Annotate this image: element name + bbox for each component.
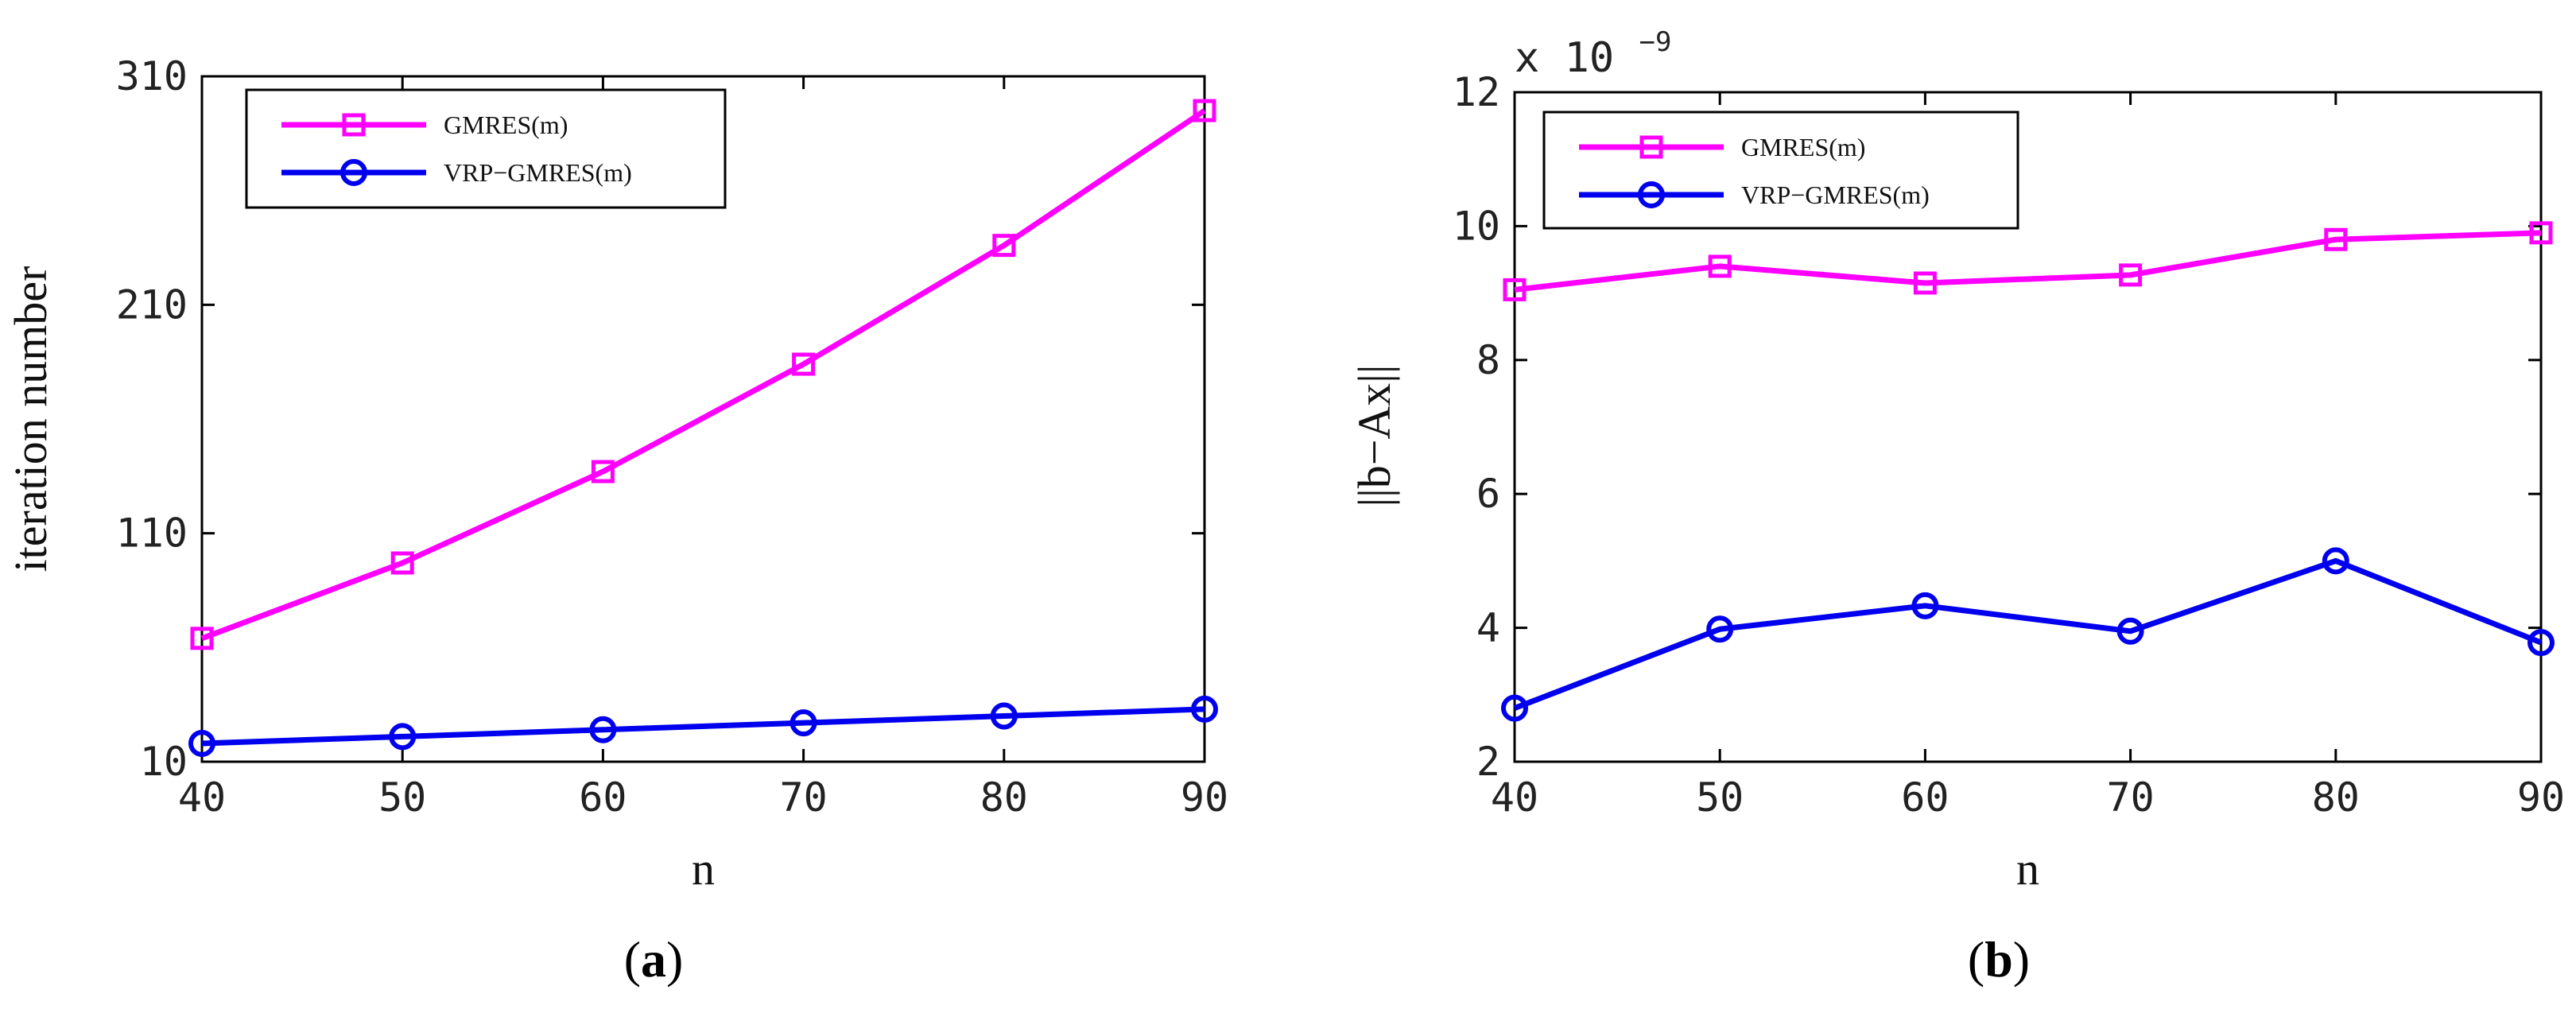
caption-letter: b: [1984, 931, 2013, 988]
y-tick-label: 2: [1476, 739, 1500, 785]
y-scale-exponent-power: −9: [1639, 26, 1672, 58]
series-line-0: [1514, 230, 2542, 293]
x-tick-label: 50: [378, 774, 426, 821]
caption-paren: (: [624, 931, 641, 988]
data-point-square: [1193, 99, 1216, 122]
y-tick-label: 10: [140, 739, 188, 785]
y-axis-label: iteration number: [5, 266, 56, 572]
data-point-square: [2529, 221, 2553, 245]
y-tick-label: 6: [1476, 471, 1500, 517]
data-point-circle: [188, 730, 215, 758]
data-point-circle: [1911, 592, 1939, 619]
x-tick-label: 40: [178, 774, 226, 821]
data-point-square: [1913, 271, 1937, 295]
data-point-circle: [2528, 629, 2555, 657]
x-tick-label: 90: [2517, 774, 2565, 821]
legend: GMRES(m) VRP−GMRES(m): [245, 88, 727, 209]
y-scale-exponent: x 10 −9: [1515, 26, 1672, 82]
plot-frame: [200, 75, 1206, 763]
legend-label-0: GMRES(m): [1741, 133, 1865, 161]
data-point-square: [992, 234, 1016, 258]
data-point-circle: [1501, 694, 1528, 722]
data-point-square: [792, 352, 816, 376]
legend-marker-circle: [1638, 181, 1665, 208]
series-line-1: [1513, 557, 2543, 711]
x-tick-label: 50: [1696, 774, 1744, 821]
legend-box: [1542, 111, 2019, 230]
legend-box: [245, 88, 727, 209]
legend-marker-circle: [340, 159, 367, 186]
legend-label-0: GMRES(m): [444, 111, 568, 139]
data-point-circle: [789, 709, 817, 737]
data-point-square: [2324, 227, 2348, 251]
legend-label-1: VRP−GMRES(m): [444, 158, 632, 187]
panel-caption: (b): [1968, 931, 2030, 988]
y-tick-label: 8: [1476, 337, 1500, 383]
legend-marker-square: [342, 113, 366, 137]
data-point-square: [1503, 277, 1527, 301]
x-tick-label: 60: [1901, 774, 1949, 821]
data-point-square: [1708, 254, 1732, 278]
caption-paren: (: [1968, 931, 1984, 988]
y-tick-label: 12: [1453, 69, 1500, 115]
y-tick-label: 10: [1453, 203, 1500, 249]
data-point-circle: [2322, 547, 2349, 575]
data-point-circle: [389, 723, 417, 751]
legend-label-1: VRP−GMRES(m): [1741, 180, 1930, 209]
caption-letter: a: [641, 931, 666, 988]
x-tick-label: 80: [980, 774, 1028, 821]
caption-paren: ): [2013, 931, 2030, 988]
series-line-0: [200, 108, 1206, 642]
data-point-circle: [1191, 695, 1218, 723]
data-point-square: [390, 551, 414, 575]
data-point-square: [591, 460, 615, 483]
data-point-square: [2119, 263, 2143, 287]
y-tick-label: 210: [116, 281, 188, 328]
caption-paren: ): [666, 931, 683, 988]
x-axis-label: n: [2016, 843, 2039, 895]
x-tick-label: 70: [2106, 774, 2154, 821]
x-tick-label: 70: [779, 774, 827, 821]
y-tick-label: 310: [116, 53, 188, 99]
data-point-circle: [2116, 617, 2144, 645]
x-tick-label: 90: [1181, 774, 1228, 821]
x-tick-label: 80: [2312, 774, 2360, 821]
data-point-circle: [990, 702, 1018, 730]
x-axis-label: n: [692, 843, 715, 895]
chart-panel-b: 40 50 60 70 80 90 2 4 6 8 10 12 x 10 −9 n ||b−Ax|| GMRE…: [1348, 26, 2565, 988]
legend-marker-square: [1639, 135, 1663, 159]
y-tick-label: 4: [1476, 605, 1500, 651]
series-line-1: [201, 706, 1205, 747]
y-tick-label: 110: [116, 510, 188, 557]
data-point-circle: [1706, 615, 1734, 643]
chart-panel-a: 40 50 60 70 80 90 10 110 210 310 n iteration number…: [5, 53, 1228, 988]
plot-frame: [1513, 91, 2543, 763]
legend: GMRES(m) VRP−GMRES(m): [1542, 111, 2019, 230]
x-tick-label: 60: [579, 774, 627, 821]
x-tick-label: 40: [1491, 774, 1538, 821]
panel-caption: (a): [624, 931, 684, 988]
data-point-square: [190, 627, 214, 650]
data-point-circle: [589, 716, 617, 743]
y-axis-label: ||b−Ax||: [1348, 364, 1400, 506]
